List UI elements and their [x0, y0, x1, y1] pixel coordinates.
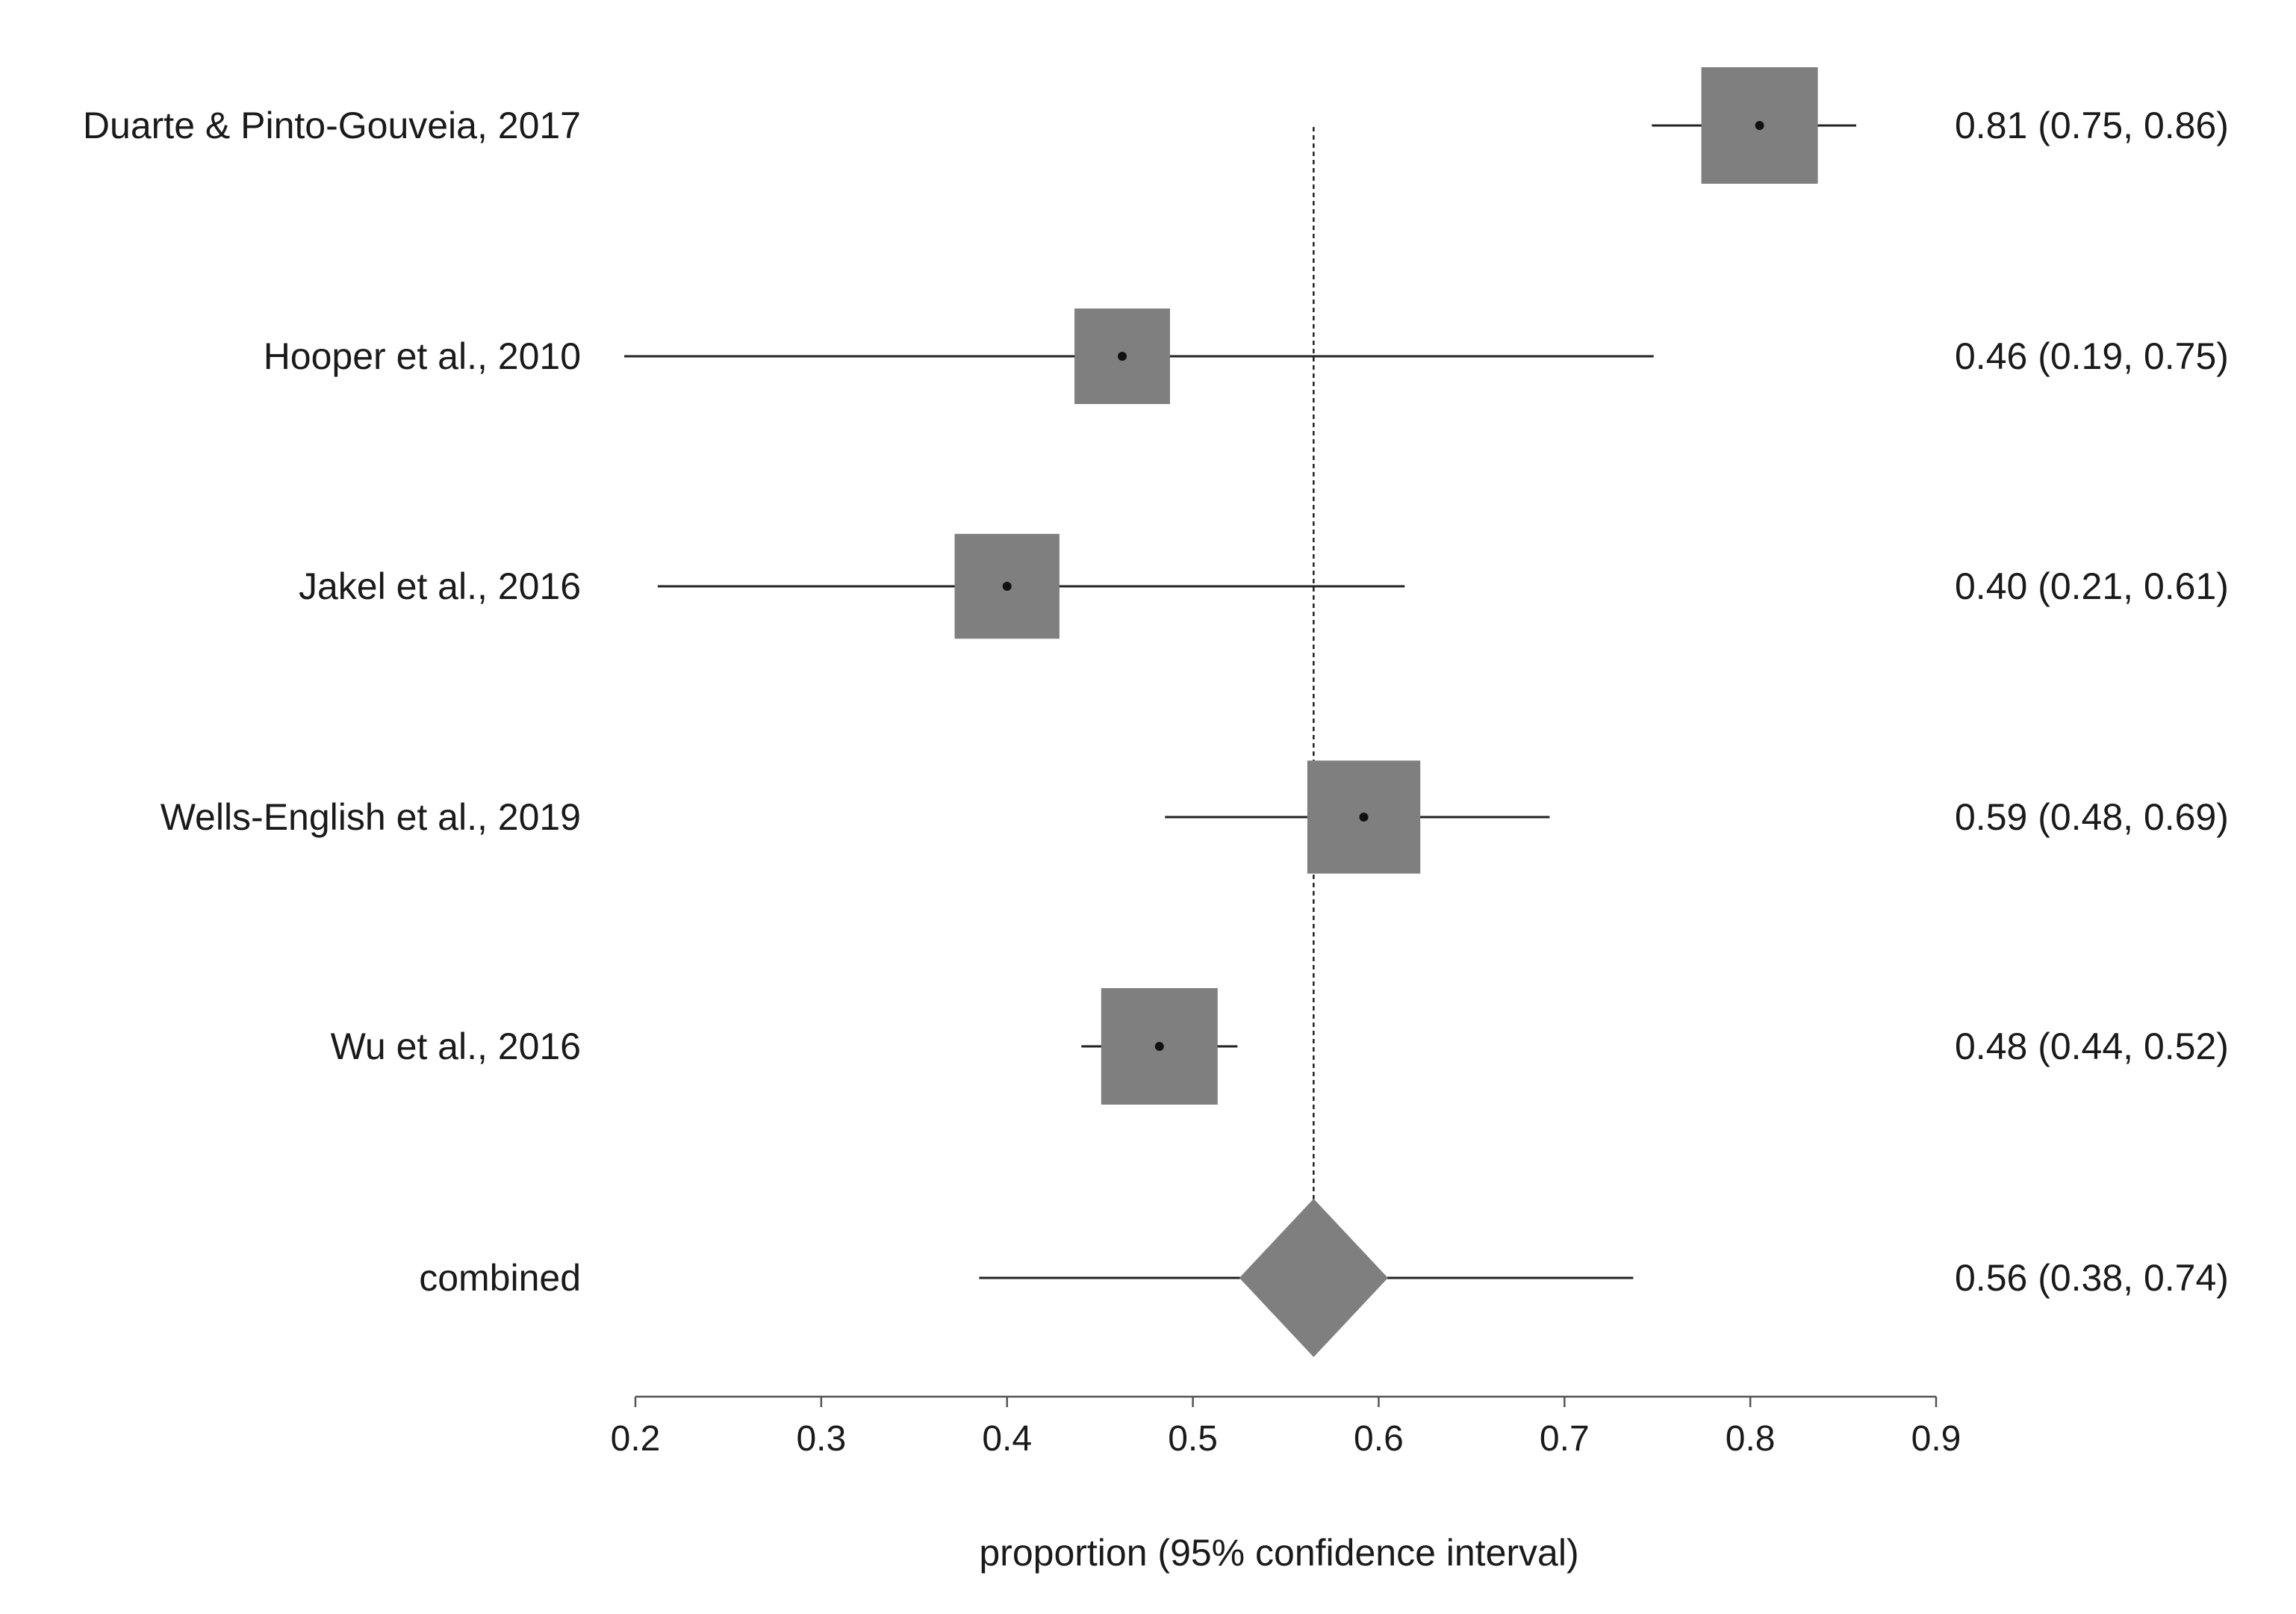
combined-ci-text: 0.56 (0.38, 0.74)	[1955, 1257, 2229, 1299]
study-row: Wu et al., 2016 0.48 (0.44, 0.52)	[331, 988, 2229, 1105]
x-axis-tick-label: 0.3	[796, 1419, 846, 1459]
point-estimate-dot	[1755, 121, 1764, 130]
x-axis: 0.2 0.3 0.4 0.5 0.6 0.7 0.8 0.9	[611, 1395, 1961, 1459]
estimate-ci-text: 0.40 (0.21, 0.61)	[1955, 565, 2229, 607]
estimate-ci-text: 0.48 (0.44, 0.52)	[1955, 1025, 2229, 1067]
x-axis-title: proportion (95% confidence interval)	[979, 1532, 1578, 1574]
point-estimate-dot	[1118, 352, 1127, 361]
study-rows: Duarte & Pinto-Gouveia, 2017 0.81 (0.75, …	[83, 67, 2229, 1357]
x-axis-tick-label: 0.5	[1168, 1419, 1218, 1459]
x-axis-tick-label: 0.4	[982, 1419, 1032, 1459]
combined-diamond-marker	[1239, 1199, 1388, 1357]
x-axis-tick-label: 0.8	[1726, 1419, 1776, 1459]
estimate-ci-text: 0.81 (0.75, 0.86)	[1955, 105, 2229, 146]
x-axis-tick-label: 0.9	[1911, 1419, 1961, 1459]
point-estimate-dot	[1154, 1042, 1164, 1051]
x-axis-tick-label: 0.2	[611, 1419, 661, 1459]
study-row: Duarte & Pinto-Gouveia, 2017 0.81 (0.75, …	[83, 67, 2229, 184]
study-row: Jakel et al., 2016 0.40 (0.21, 0.61)	[299, 533, 2229, 639]
study-label: Wu et al., 2016	[331, 1025, 581, 1067]
study-label: Duarte & Pinto-Gouveia, 2017	[83, 105, 581, 146]
study-row: Wells-English et al., 2019 0.59 (0.48, 0.…	[161, 760, 2229, 874]
combined-row: combined 0.56 (0.38, 0.74)	[419, 1199, 2229, 1357]
study-row: Hooper et al., 2010 0.46 (0.19, 0.75)	[264, 308, 2229, 404]
study-label: Hooper et al., 2010	[264, 335, 581, 377]
combined-label: combined	[419, 1257, 581, 1299]
estimate-ci-text: 0.59 (0.48, 0.69)	[1955, 796, 2229, 838]
study-label: Jakel et al., 2016	[299, 565, 581, 607]
study-label: Wells-English et al., 2019	[161, 796, 581, 838]
point-estimate-dot	[1002, 582, 1012, 591]
x-axis-tick-label: 0.6	[1354, 1419, 1404, 1459]
point-estimate-dot	[1359, 813, 1369, 822]
estimate-ci-text: 0.46 (0.19, 0.75)	[1955, 335, 2229, 377]
x-axis-tick-label: 0.7	[1540, 1419, 1590, 1459]
